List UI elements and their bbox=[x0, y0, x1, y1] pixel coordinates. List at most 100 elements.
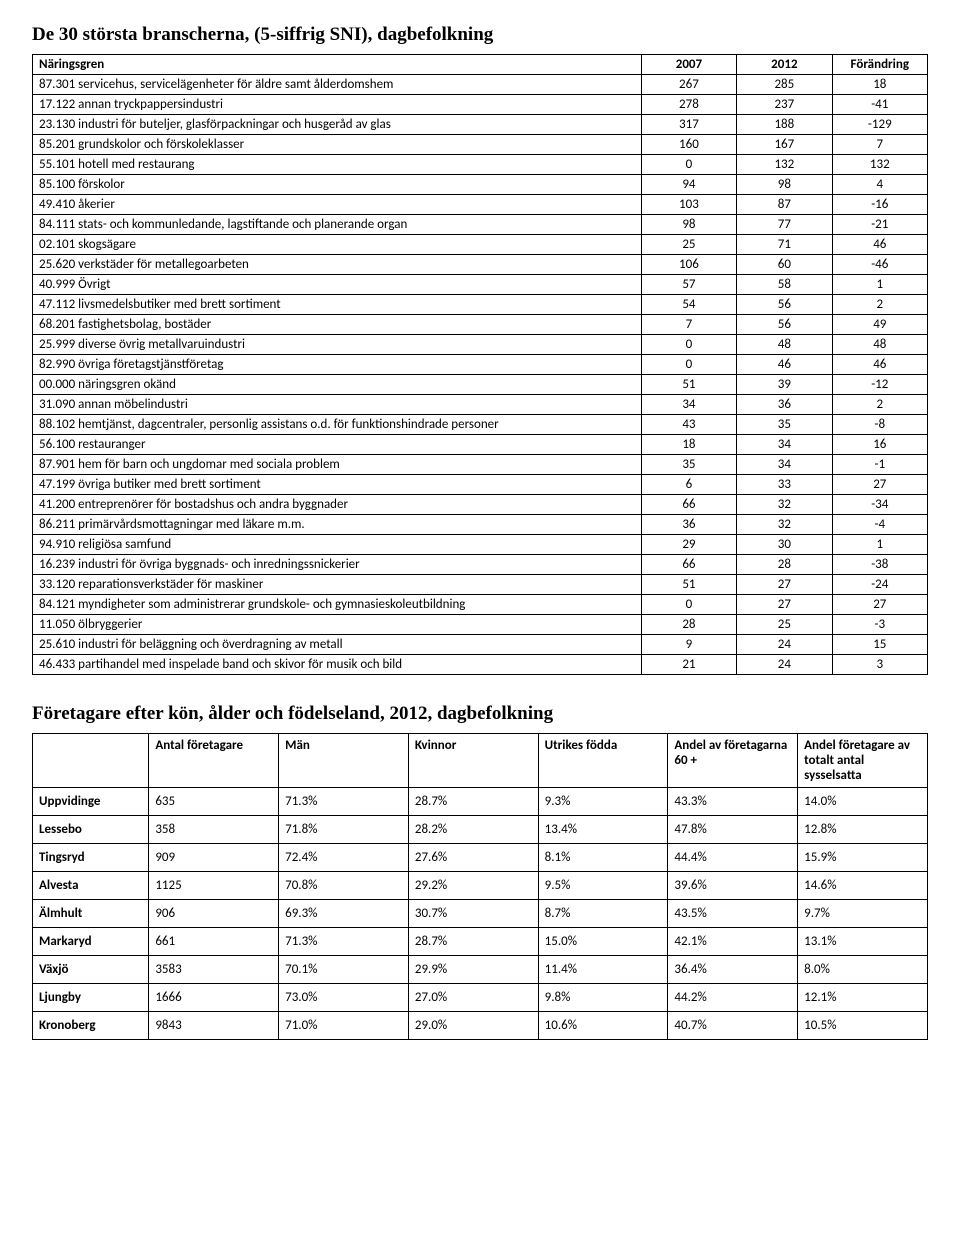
value-cell: 25 bbox=[737, 615, 832, 635]
value-cell: 44.4% bbox=[668, 844, 798, 872]
value-cell: 43 bbox=[641, 415, 736, 435]
value-cell: 2 bbox=[832, 395, 927, 415]
value-cell: 70.8% bbox=[279, 872, 409, 900]
value-cell: 661 bbox=[149, 928, 279, 956]
industry-label-cell: 02.101 skogsägare bbox=[33, 235, 642, 255]
value-cell: -46 bbox=[832, 255, 927, 275]
value-cell: 29.2% bbox=[408, 872, 538, 900]
value-cell: 87 bbox=[737, 195, 832, 215]
value-cell: 70.1% bbox=[279, 956, 409, 984]
value-cell: 42.1% bbox=[668, 928, 798, 956]
value-cell: 56 bbox=[737, 295, 832, 315]
value-cell: 44.2% bbox=[668, 984, 798, 1012]
table-row: Lessebo35871.8%28.2%13.4%47.8%12.8% bbox=[33, 816, 928, 844]
region-label-cell: Växjö bbox=[33, 956, 149, 984]
value-cell: 15 bbox=[832, 635, 927, 655]
table-row: 02.101 skogsägare257146 bbox=[33, 235, 928, 255]
value-cell: -4 bbox=[832, 515, 927, 535]
value-cell: 71.3% bbox=[279, 788, 409, 816]
table-row: Uppvidinge63571.3%28.7%9.3%43.3%14.0% bbox=[33, 788, 928, 816]
value-cell: 1125 bbox=[149, 872, 279, 900]
value-cell: 28 bbox=[641, 615, 736, 635]
industry-label-cell: 85.100 förskolor bbox=[33, 175, 642, 195]
value-cell: 14.6% bbox=[798, 872, 928, 900]
value-cell: 25 bbox=[641, 235, 736, 255]
value-cell: 24 bbox=[737, 635, 832, 655]
value-cell: 33 bbox=[737, 475, 832, 495]
table-row: 82.990 övriga företagstjänstföretag04646 bbox=[33, 355, 928, 375]
value-cell: 160 bbox=[641, 135, 736, 155]
value-cell: 46 bbox=[832, 355, 927, 375]
table-row: 88.102 hemtjänst, dagcentraler, personli… bbox=[33, 415, 928, 435]
col-header: 2007 bbox=[641, 55, 736, 75]
value-cell: -38 bbox=[832, 555, 927, 575]
entrepreneurs-table: Antal företagare Män Kvinnor Utrikes föd… bbox=[32, 733, 928, 1040]
value-cell: 7 bbox=[641, 315, 736, 335]
industries-table: Näringsgren 2007 2012 Förändring 87.301 … bbox=[32, 54, 928, 675]
industry-label-cell: 11.050 ölbryggerier bbox=[33, 615, 642, 635]
value-cell: 30 bbox=[737, 535, 832, 555]
value-cell: 48 bbox=[737, 335, 832, 355]
col-header: Näringsgren bbox=[33, 55, 642, 75]
industry-label-cell: 23.130 industri för buteljer, glasförpac… bbox=[33, 115, 642, 135]
industry-label-cell: 47.199 övriga butiker med brett sortimen… bbox=[33, 475, 642, 495]
industry-label-cell: 40.999 Övrigt bbox=[33, 275, 642, 295]
value-cell: -21 bbox=[832, 215, 927, 235]
table-row: 25.999 diverse övrig metallvaruindustri0… bbox=[33, 335, 928, 355]
value-cell: 39.6% bbox=[668, 872, 798, 900]
table-row: 86.211 primärvårdsmottagningar med läkar… bbox=[33, 515, 928, 535]
table-row: Ljungby166673.0%27.0%9.8%44.2%12.1% bbox=[33, 984, 928, 1012]
table-row: 46.433 partihandel med inspelade band oc… bbox=[33, 655, 928, 675]
value-cell: 71.8% bbox=[279, 816, 409, 844]
industry-label-cell: 55.101 hotell med restaurang bbox=[33, 155, 642, 175]
value-cell: 28 bbox=[737, 555, 832, 575]
value-cell: 94 bbox=[641, 175, 736, 195]
value-cell: 635 bbox=[149, 788, 279, 816]
value-cell: 132 bbox=[832, 155, 927, 175]
value-cell: 27.6% bbox=[408, 844, 538, 872]
value-cell: 27 bbox=[737, 595, 832, 615]
value-cell: 3583 bbox=[149, 956, 279, 984]
value-cell: 27.0% bbox=[408, 984, 538, 1012]
table-row: Markaryd66171.3%28.7%15.0%42.1%13.1% bbox=[33, 928, 928, 956]
value-cell: 9 bbox=[641, 635, 736, 655]
industry-label-cell: 86.211 primärvårdsmottagningar med läkar… bbox=[33, 515, 642, 535]
value-cell: 57 bbox=[641, 275, 736, 295]
table-row: 55.101 hotell med restaurang0132132 bbox=[33, 155, 928, 175]
table-row: 68.201 fastighetsbolag, bostäder75649 bbox=[33, 315, 928, 335]
table-header-row: Antal företagare Män Kvinnor Utrikes föd… bbox=[33, 734, 928, 788]
value-cell: 9.7% bbox=[798, 900, 928, 928]
value-cell: 56 bbox=[737, 315, 832, 335]
value-cell: 1 bbox=[832, 275, 927, 295]
value-cell: 47.8% bbox=[668, 816, 798, 844]
region-label-cell: Markaryd bbox=[33, 928, 149, 956]
industry-label-cell: 31.090 annan möbelindustri bbox=[33, 395, 642, 415]
value-cell: 43.3% bbox=[668, 788, 798, 816]
table-row: 25.620 verkstäder för metallegoarbeten10… bbox=[33, 255, 928, 275]
value-cell: 72.4% bbox=[279, 844, 409, 872]
section2-title: Företagare efter kön, ålder och födelsel… bbox=[32, 703, 928, 725]
value-cell: 36.4% bbox=[668, 956, 798, 984]
industry-label-cell: 25.999 diverse övrig metallvaruindustri bbox=[33, 335, 642, 355]
value-cell: 27 bbox=[737, 575, 832, 595]
value-cell: 237 bbox=[737, 95, 832, 115]
value-cell: 7 bbox=[832, 135, 927, 155]
value-cell: 18 bbox=[832, 75, 927, 95]
value-cell: 34 bbox=[737, 455, 832, 475]
value-cell: 34 bbox=[737, 435, 832, 455]
table-row: 84.111 stats- och kommunledande, lagstif… bbox=[33, 215, 928, 235]
value-cell: 358 bbox=[149, 816, 279, 844]
industry-label-cell: 16.239 industri för övriga byggnads- och… bbox=[33, 555, 642, 575]
value-cell: -129 bbox=[832, 115, 927, 135]
value-cell: 10.5% bbox=[798, 1012, 928, 1040]
value-cell: 188 bbox=[737, 115, 832, 135]
value-cell: 0 bbox=[641, 355, 736, 375]
value-cell: 30.7% bbox=[408, 900, 538, 928]
value-cell: 24 bbox=[737, 655, 832, 675]
table-row: 85.100 förskolor94984 bbox=[33, 175, 928, 195]
region-label-cell: Älmhult bbox=[33, 900, 149, 928]
industry-label-cell: 82.990 övriga företagstjänstföretag bbox=[33, 355, 642, 375]
value-cell: 27 bbox=[832, 595, 927, 615]
value-cell: 8.1% bbox=[538, 844, 668, 872]
value-cell: 54 bbox=[641, 295, 736, 315]
